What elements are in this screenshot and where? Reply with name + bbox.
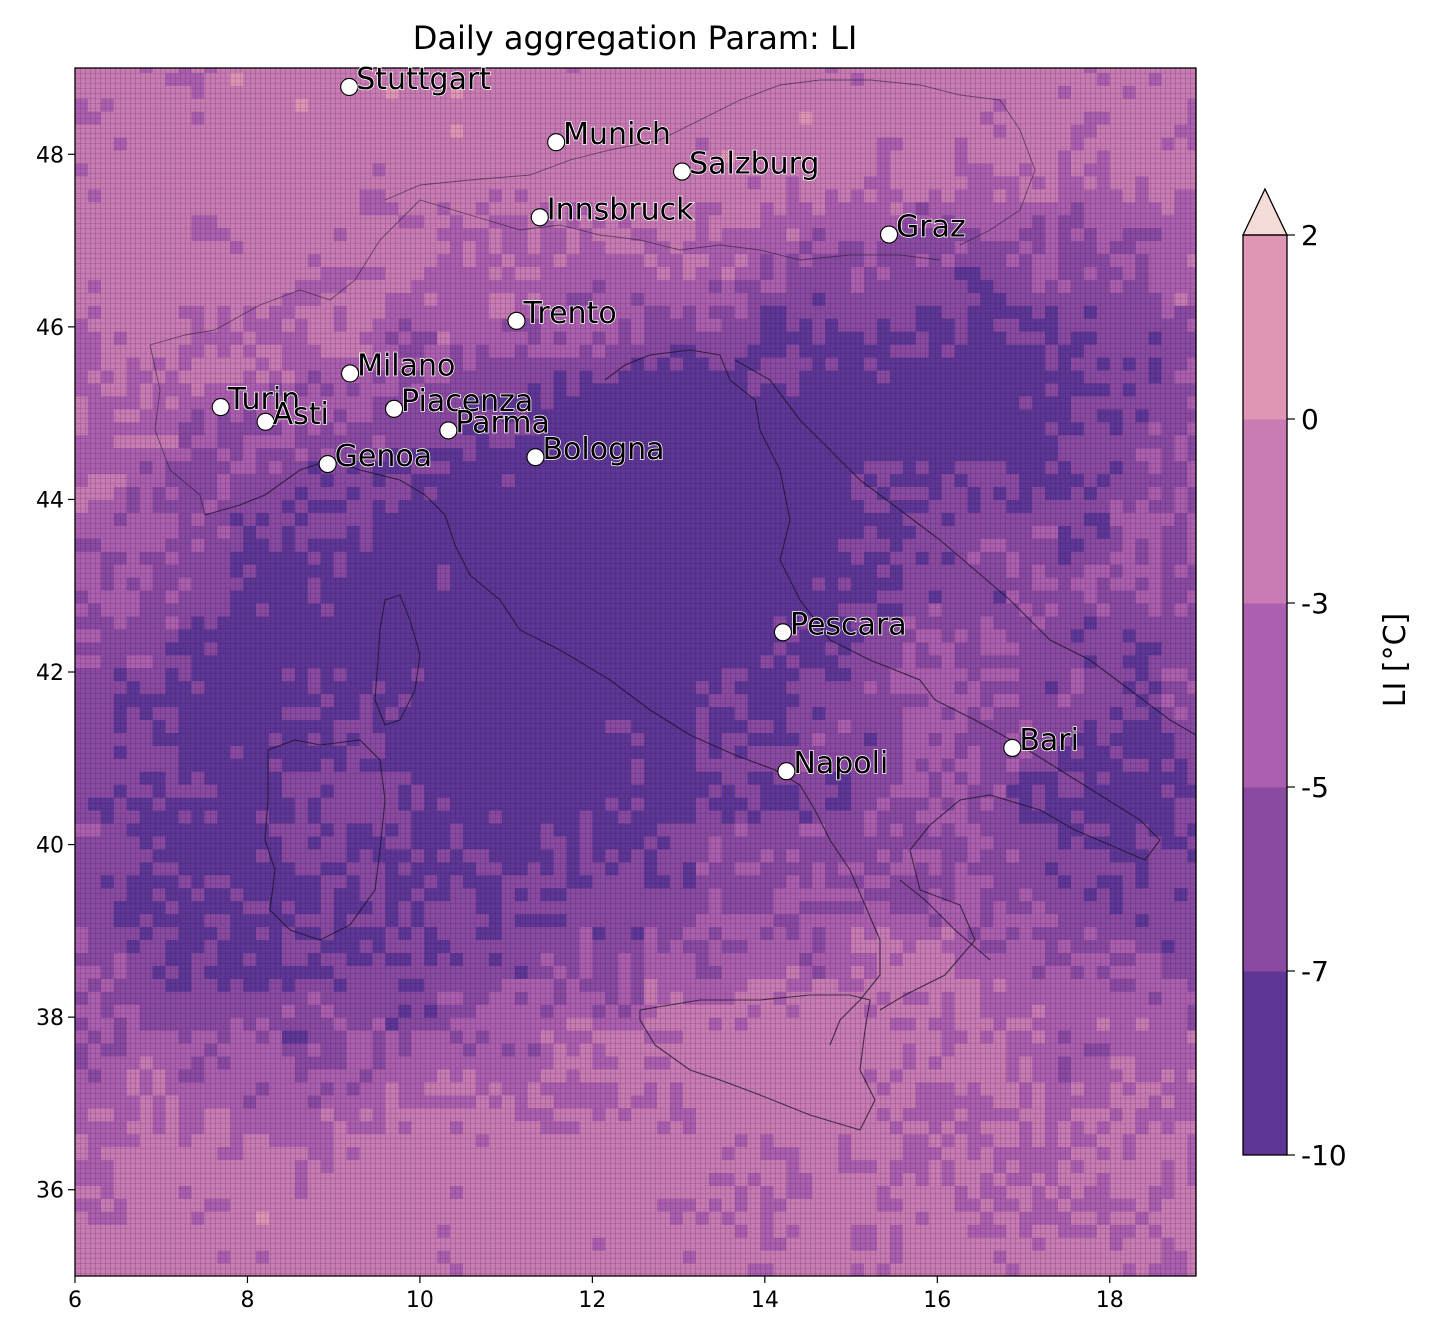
city-marker xyxy=(340,77,359,97)
coastline-corsica xyxy=(374,594,421,726)
city-label: Parma xyxy=(455,405,550,440)
y-tick-label: 42 xyxy=(36,661,64,686)
city-label: Stuttgart xyxy=(356,62,491,97)
colorbar: -10 -7 -5 -3 0 2 LI [°C] xyxy=(1241,187,1413,1172)
x-tick-label: 6 xyxy=(68,1288,82,1313)
city-marker xyxy=(318,455,337,474)
colorbar-tick-label: -3 xyxy=(1301,587,1329,620)
coastline-italy-west xyxy=(204,459,881,1046)
border-austria-north xyxy=(384,79,1036,246)
x-tick-label: 18 xyxy=(1096,1288,1124,1313)
x-tick-label: 16 xyxy=(923,1288,951,1313)
coastline-calabria-toe xyxy=(899,879,991,961)
city-label: Asti xyxy=(273,397,329,432)
colorbar-frame xyxy=(1242,234,1288,1156)
city-label: Genoa xyxy=(335,439,432,474)
x-tick-label: 8 xyxy=(240,1288,254,1313)
city-marker xyxy=(530,208,549,227)
coastline-italy-east xyxy=(604,349,1161,1011)
city-markers: Stuttgart Munich Salzburg Innsbruck Graz Tren… xyxy=(211,61,1080,782)
city-marker xyxy=(526,448,545,467)
city-marker xyxy=(507,311,526,330)
city-label: Napoli xyxy=(793,746,888,781)
colorbar-tick-label: -10 xyxy=(1301,1139,1347,1172)
city-marker xyxy=(385,399,404,418)
city-label: Turin xyxy=(227,382,300,417)
city-marker xyxy=(1003,738,1022,757)
x-tick-label: 10 xyxy=(406,1288,434,1313)
coastline-sardinia xyxy=(264,739,386,941)
country-borders xyxy=(149,79,1036,516)
city-label: Graz xyxy=(896,210,966,245)
y-tick-label: 38 xyxy=(36,1006,64,1031)
grid-mesh xyxy=(75,68,1196,1276)
coastlines xyxy=(204,349,1196,1131)
y-tick-label: 46 xyxy=(36,316,64,341)
colorbar-band xyxy=(1243,971,1287,1156)
city-label: Innsbruck xyxy=(547,192,694,227)
city-marker xyxy=(777,762,796,781)
colorbar-tick-label: 0 xyxy=(1301,403,1319,436)
city-label: Milano xyxy=(357,348,455,383)
city-marker xyxy=(256,412,275,431)
y-tick-label: 44 xyxy=(36,488,64,513)
city-marker xyxy=(673,162,692,181)
y-tick-label: 36 xyxy=(36,1179,64,1204)
coastline-adriatic-east xyxy=(734,359,1196,736)
y-tick-label: 48 xyxy=(36,143,64,168)
city-marker xyxy=(773,623,793,642)
city-marker xyxy=(211,398,230,417)
city-label: Piacenza xyxy=(401,384,533,419)
colorbar-band xyxy=(1243,419,1287,604)
border-alps xyxy=(149,199,941,346)
city-label: Bari xyxy=(1019,723,1079,758)
colorbar-label: LI [°C] xyxy=(1378,613,1413,707)
x-tick-label: 12 xyxy=(578,1288,606,1313)
city-marker xyxy=(879,225,899,244)
y-tick-label: 40 xyxy=(36,834,64,859)
x-tick-label: 14 xyxy=(751,1288,779,1313)
city-marker xyxy=(547,133,566,152)
city-label: Trento xyxy=(523,296,617,331)
city-label: Salzburg xyxy=(689,147,819,182)
chart-title: Daily aggregation Param: LI xyxy=(413,19,858,57)
city-label: Pescara xyxy=(790,607,907,642)
colorbar-extend-arrow xyxy=(1241,187,1289,236)
city-marker xyxy=(341,364,360,383)
city-label: Bologna xyxy=(542,432,664,467)
city-label: Munich xyxy=(563,117,671,152)
plot-area xyxy=(75,68,1196,1276)
city-marker xyxy=(439,421,458,440)
colorbar-tick-label: -7 xyxy=(1301,955,1329,988)
colorbar-tick-label: -5 xyxy=(1301,771,1329,804)
x-axis: 6 8 10 12 14 16 18 xyxy=(68,1276,1124,1313)
colorbar-band xyxy=(1243,603,1287,788)
colorbar-tick-label: 2 xyxy=(1301,219,1319,252)
border-west xyxy=(149,344,206,516)
colorbar-band xyxy=(1243,235,1287,420)
colorbar-band xyxy=(1243,787,1287,972)
y-axis: 36 38 40 42 44 46 48 xyxy=(36,143,75,1204)
coastline-sicily xyxy=(639,994,876,1131)
